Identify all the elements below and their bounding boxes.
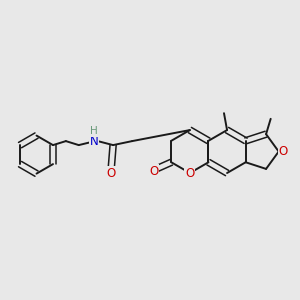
Text: H: H (90, 126, 98, 136)
Text: O: O (279, 145, 288, 158)
Text: O: O (106, 167, 116, 180)
Text: N: N (90, 135, 98, 148)
Text: O: O (185, 167, 194, 179)
Text: O: O (149, 165, 158, 178)
